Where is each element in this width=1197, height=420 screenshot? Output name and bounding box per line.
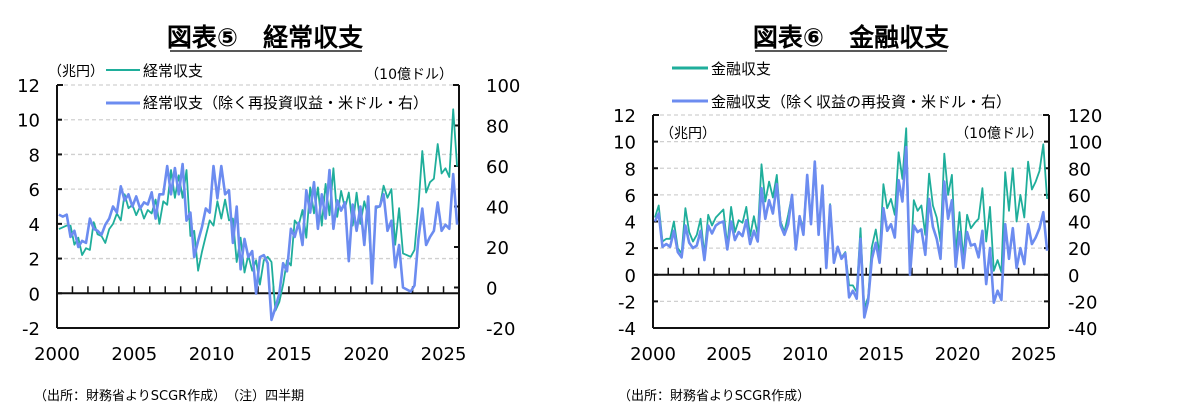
x-axis-tick-label: 2010 (782, 344, 828, 365)
left-axis-tick-label: 2 (625, 239, 636, 260)
left-axis-tick-label: 12 (17, 76, 40, 97)
series-line (58, 162, 459, 322)
right-axis-tick-label: 100 (486, 76, 520, 97)
left-axis-tick-label: 6 (29, 180, 40, 201)
right-axis-tick-label: -40 (1068, 319, 1097, 340)
chart-financial-account: 図表⑥ 金融収支 金融収支 金融収支（除く収益の再投資・米ドル・右） （兆円） … (618, 23, 1043, 404)
right-axis-tick-label: 20 (486, 238, 509, 259)
left-unit-label: （兆円） (660, 126, 716, 142)
source-note: （出所：財務省よりSCGR作成） （注）四半期 (34, 389, 304, 404)
left-axis-tick-label: -4 (618, 319, 636, 340)
right-axis-tick-label: 80 (486, 117, 509, 138)
right-axis-tick-label: 20 (1068, 239, 1091, 260)
x-axis-tick-label: 2015 (859, 344, 905, 365)
right-unit-label: （10億ドル） (955, 126, 1043, 142)
right-axis-tick-label: 40 (1068, 213, 1091, 234)
left-unit-label: （兆円） (48, 64, 104, 80)
left-axis-tick-label: -2 (618, 292, 636, 313)
right-unit-label: （10億ドル） (365, 67, 453, 83)
series-line (654, 127, 1048, 309)
left-axis-tick-label: 8 (625, 159, 636, 180)
x-axis-tick-label: 2025 (421, 344, 467, 365)
right-axis-tick-label: 60 (1068, 186, 1091, 207)
right-axis-tick-label: 40 (486, 198, 509, 219)
series-line (653, 145, 1049, 319)
left-axis-tick-label: 10 (613, 133, 636, 154)
left-axis-tick-label: 6 (625, 186, 636, 207)
series-blue (58, 162, 459, 322)
x-axis-tick-label: 2000 (630, 344, 676, 365)
left-axis-tick-label: 2 (29, 250, 40, 271)
chart-current-account: 図表⑤ 経常収支 （兆円） 経常収支 （10億ドル） 経常収支（除く再投資収益・… (34, 23, 453, 404)
right-axis-tick-label: 120 (1068, 106, 1102, 127)
x-axis-tick-label: 2005 (706, 344, 752, 365)
chart-title: 図表⑤ 経常収支 (167, 23, 363, 52)
right-axis-tick-label: -20 (1068, 292, 1097, 313)
x-axis-tick-label: 2015 (266, 344, 312, 365)
x-axis-tick-label: 2005 (111, 344, 157, 365)
right-axis-tick-label: 100 (1068, 133, 1102, 154)
right-axis-tick-label: -20 (486, 319, 515, 340)
legend-label-financial-account-ex-reinvest: 金融収支（除く収益の再投資・米ドル・右） (711, 93, 1011, 111)
legend-label-financial-account: 金融収支 (711, 60, 771, 78)
x-axis-tick-label: 2010 (189, 344, 235, 365)
left-axis-tick-label: 4 (29, 215, 40, 236)
left-axis-tick-label: -2 (22, 319, 40, 340)
legend-label-current-account: 経常収支 (143, 62, 203, 80)
right-axis-tick-label: 60 (486, 157, 509, 178)
left-axis-tick-label: 4 (625, 213, 636, 234)
series-green (654, 127, 1048, 309)
left-axis-tick-label: 8 (29, 145, 40, 166)
legend-label-current-account-ex-reinvest: 経常収支（除く再投資収益・米ドル・右） (143, 94, 428, 112)
right-axis-tick-label: 80 (1068, 159, 1091, 180)
x-axis-tick-label: 2000 (34, 344, 80, 365)
x-axis-tick-label: 2025 (1011, 344, 1057, 365)
right-axis-tick-label: 0 (486, 279, 497, 300)
left-axis-tick-label: 10 (17, 111, 40, 132)
series-blue (653, 145, 1049, 319)
right-axis-tick-label: 0 (1068, 266, 1079, 287)
chart-title: 図表⑥ 金融収支 (753, 23, 949, 52)
x-axis-tick-label: 2020 (935, 344, 981, 365)
left-axis-tick-label: 12 (613, 106, 636, 127)
source-note: （出所：財務省よりSCGR作成） (618, 389, 810, 404)
left-axis-tick-label: 0 (29, 284, 40, 305)
left-axis-tick-label: 0 (625, 266, 636, 287)
x-axis-tick-label: 2020 (343, 344, 389, 365)
